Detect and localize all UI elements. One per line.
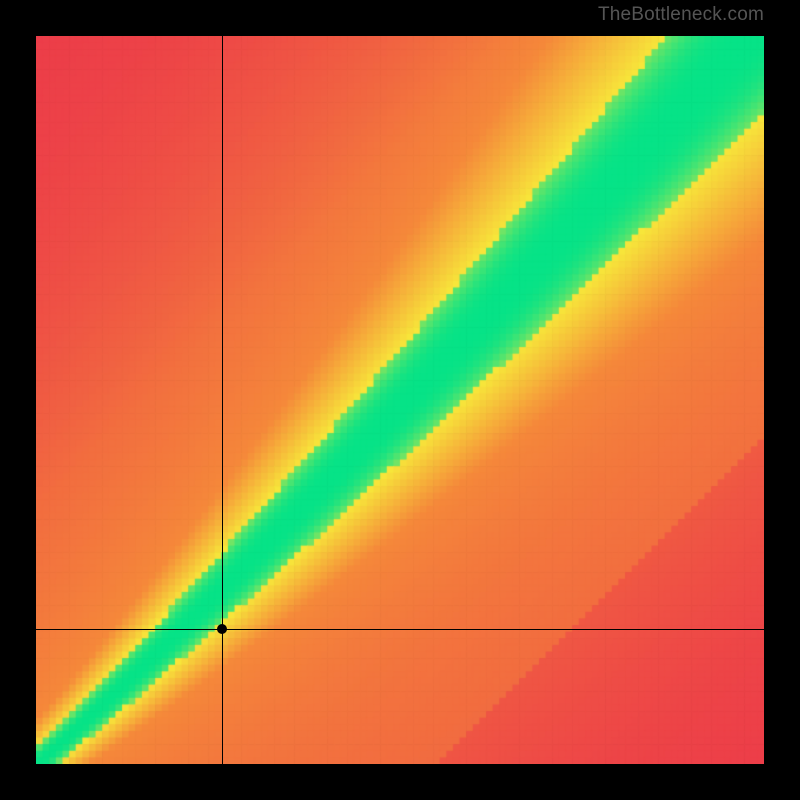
- plot-area: [36, 36, 764, 764]
- watermark-text: TheBottleneck.com: [598, 4, 764, 26]
- crosshair-vertical: [222, 36, 223, 764]
- crosshair-horizontal: [36, 629, 764, 630]
- bottleneck-heatmap: [36, 36, 764, 764]
- crosshair-marker: [217, 624, 227, 634]
